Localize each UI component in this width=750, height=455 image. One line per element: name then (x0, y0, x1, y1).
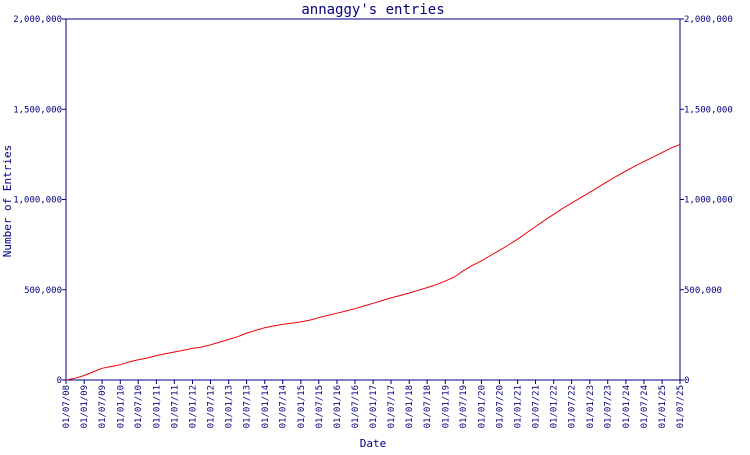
x-tick-label: 01/01/11 (152, 385, 162, 428)
x-tick-label: 01/07/18 (423, 385, 433, 428)
y-tick-label-right: 500,000 (684, 286, 722, 296)
x-tick-label: 01/07/12 (206, 385, 216, 428)
x-tick-label: 01/07/11 (170, 385, 180, 428)
x-tick-label: 01/07/21 (532, 385, 542, 428)
y-tick-label-left: 0 (57, 376, 62, 386)
x-tick-label: 01/01/09 (80, 385, 90, 428)
x-tick-label: 01/07/14 (279, 385, 289, 428)
x-tick-label: 01/07/19 (459, 385, 469, 428)
y-ticks-left: 0 500,000 1,000,000 1,500,000 2,000,000 (13, 15, 66, 386)
y-tick-label-left: 500,000 (24, 286, 62, 296)
x-tick-label: 01/01/13 (225, 385, 235, 428)
y-tick-label-right: 1,000,000 (684, 196, 733, 206)
x-tick-label: 01/07/17 (387, 385, 397, 428)
y-tick-label-left: 2,000,000 (13, 15, 62, 25)
plot-frame (65, 18, 681, 381)
x-tick-label: 01/01/25 (658, 385, 668, 428)
x-tick-label: 01/07/24 (640, 385, 650, 428)
chart-title: annaggy's entries (301, 2, 444, 18)
x-tick-label: 01/01/10 (116, 385, 126, 428)
x-tick-label: 01/01/24 (622, 385, 632, 428)
x-tick-label: 01/01/15 (297, 385, 307, 428)
x-tick-label: 01/01/20 (477, 385, 487, 428)
x-tick-label: 01/07/20 (495, 385, 505, 428)
x-tick-label: 01/07/23 (604, 385, 614, 428)
x-tick-label: 01/01/12 (188, 385, 198, 428)
y-tick-label-right: 1,500,000 (684, 105, 733, 115)
y-tick-label-left: 1,500,000 (13, 105, 62, 115)
x-tick-label: 01/01/21 (514, 385, 524, 428)
x-tick-label: 01/01/23 (586, 385, 596, 428)
y-ticks-right: 0 500,000 1,000,000 1,500,000 2,000,000 (680, 15, 733, 386)
y-tick-label-right: 0 (684, 376, 689, 386)
y-axis-label: Number of Entries (1, 145, 14, 258)
x-tick-label: 01/01/18 (405, 385, 415, 428)
x-tick-label: 01/01/17 (369, 385, 379, 428)
x-tick-label: 01/07/25 (676, 385, 686, 428)
x-tick-label: 01/07/15 (315, 385, 325, 428)
x-tick-label: 01/07/09 (98, 385, 108, 428)
y-tick-label-left: 1,000,000 (13, 196, 62, 206)
x-tick-label: 01/07/10 (134, 385, 144, 428)
series-line (65, 143, 681, 381)
x-tick-label: 01/01/19 (441, 385, 451, 428)
y-tick-label-right: 2,000,000 (684, 15, 733, 25)
x-tick-label: 01/07/16 (351, 385, 361, 428)
x-tick-label: 01/01/22 (550, 385, 560, 428)
x-tick-label: 01/07/22 (568, 385, 578, 428)
x-tick-label: 01/01/16 (333, 385, 343, 428)
x-tick-label: 01/07/08 (62, 385, 72, 428)
x-tick-label: 01/07/13 (243, 385, 253, 428)
series-group (65, 143, 681, 381)
x-ticks: 01/07/08 01/01/09 01/07/09 01/01/10 01/07/10… (62, 380, 686, 428)
x-axis-label: Date (360, 437, 387, 450)
x-tick-label: 01/01/14 (261, 385, 271, 428)
